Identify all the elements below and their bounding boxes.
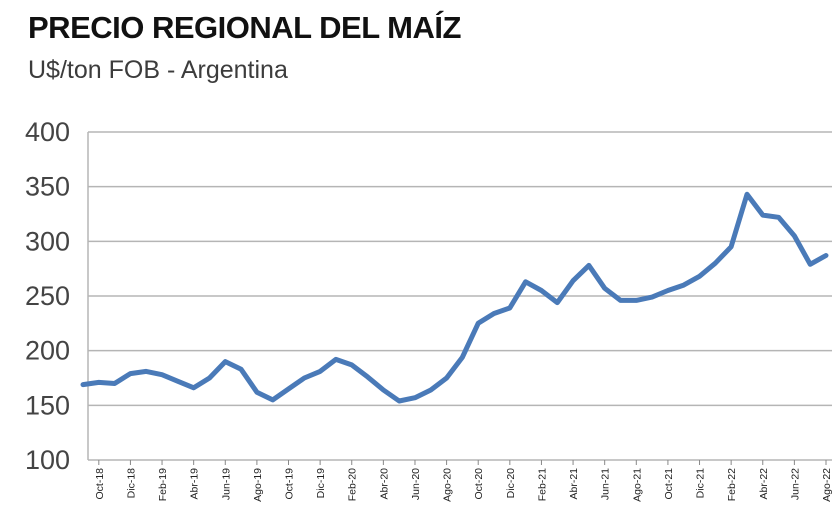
x-tick-label: Oct-21 (663, 468, 675, 500)
x-tick-label: Dic-21 (695, 468, 707, 499)
y-tick-label: 150 (25, 390, 70, 420)
x-tick-label: Abr-20 (378, 468, 390, 500)
x-tick-label: Oct-20 (473, 468, 485, 500)
y-tick-label: 200 (25, 336, 70, 366)
grid-layer (87, 131, 832, 461)
x-tick-label: Ago-22 (821, 468, 833, 502)
series-layer (80, 191, 829, 404)
x-tick-label: Jun-19 (220, 468, 232, 500)
y-tick-label: 350 (25, 172, 70, 202)
x-tick-label: Abr-21 (568, 468, 580, 500)
y-tick-label: 400 (25, 117, 70, 147)
x-tick-label: Jun-21 (600, 468, 612, 500)
x-tick-label: Abr-19 (189, 468, 201, 500)
x-tick-label: Dic-19 (315, 468, 327, 499)
x-tick-label: Abr-22 (758, 468, 770, 500)
x-tick-label: Feb-19 (157, 468, 169, 501)
x-tick-label: Feb-20 (347, 468, 359, 501)
x-tick-label: Feb-22 (726, 468, 738, 501)
y-tick-label: 300 (25, 226, 70, 256)
y-axis: 100 150 200 250 300 350 400 (25, 117, 70, 475)
y-tick-label: 250 (25, 281, 70, 311)
x-tick-label: Dic-18 (125, 468, 137, 499)
x-tick-label: Ago-19 (252, 468, 264, 502)
chart-title: PRECIO REGIONAL DEL MAÍZ (28, 10, 461, 45)
x-tick-label: Oct-18 (94, 468, 106, 500)
x-tick-label: Ago-20 (442, 468, 454, 502)
chart-subtitle: U$/ton FOB - Argentina (28, 56, 288, 84)
x-tick-label: Dic-20 (505, 468, 517, 499)
x-tick-label: Jun-22 (789, 468, 801, 500)
x-tick-label: Feb-21 (536, 468, 548, 501)
x-tick-label: Oct-19 (284, 468, 296, 500)
x-axis: Oct-18 Dic-18 Feb-19 Abr-19 Jun-19 Ago-19 Oct-… (94, 460, 833, 502)
x-tick-label: Ago-21 (631, 468, 643, 502)
y-tick-label: 100 (25, 445, 70, 475)
x-tick-label: Jun-20 (410, 468, 422, 500)
series-line (80, 191, 829, 404)
